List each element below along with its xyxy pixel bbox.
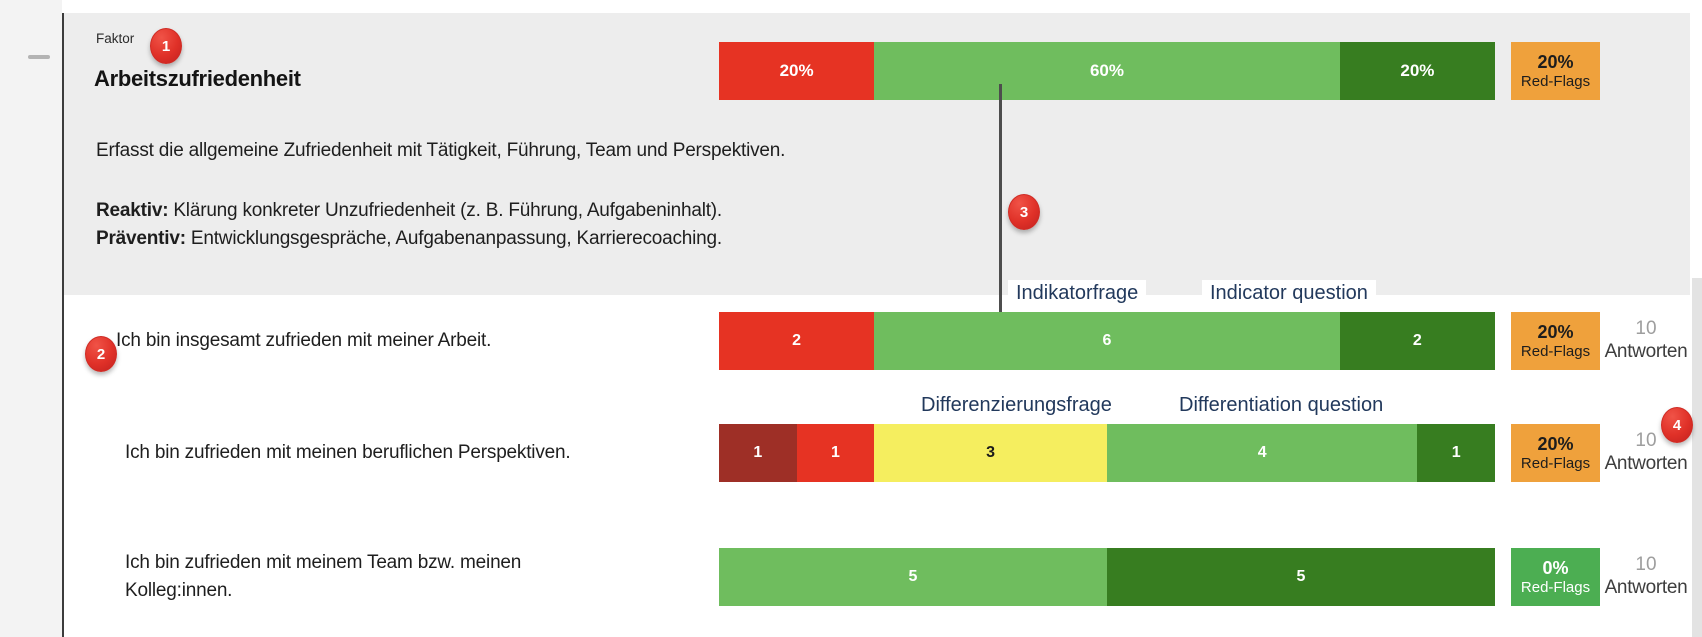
factor-reactive-line: Reaktiv: Klärung konkreter Unzufriedenhei… (96, 200, 722, 222)
redflags-label: Red-Flags (1520, 454, 1591, 472)
bar-segment-positive: 60% (874, 42, 1340, 100)
factor-description: Erfasst die allgemeine Zufriedenheit mit… (96, 140, 786, 161)
redflags-label: Red-Flags (1520, 72, 1591, 90)
reactive-label: Reaktiv: (96, 200, 169, 221)
reactive-text: Klärung konkreter Unzufriedenheit (z. B.… (173, 200, 723, 221)
bar-segment-negative: 20% (719, 42, 875, 100)
factor-title: Arbeitszufriedenheit (94, 66, 301, 91)
bar-segment-very-negative: 1 (719, 424, 797, 482)
answers-label: Antworten (1604, 577, 1688, 598)
question-1-redflags-badge: 20% Red-Flags (1511, 312, 1600, 370)
answers-count: 10 (1635, 318, 1657, 340)
scrollbar[interactable] (1692, 278, 1702, 637)
question-3-redflags-badge: 0% Red-Flags (1511, 548, 1600, 606)
factor-redflags-badge: 20% Red-Flags (1511, 42, 1600, 100)
annotation-marker-2: 2 (85, 336, 117, 372)
question-1-answers: 10 Antworten (1598, 312, 1694, 370)
factor-preventive-line: Präventiv: Entwicklungsgespräche, Aufgabe… (96, 228, 722, 250)
redflags-value: 0% (1542, 558, 1569, 579)
factor-kicker: Faktor (96, 31, 135, 46)
bar-segment-very-positive: 1 (1417, 424, 1495, 482)
factor-distribution-bar: 20% 60% 20% (719, 42, 1495, 100)
annotation-indicator-question-en: Indicator question (1202, 280, 1376, 309)
annotation-indicator-question-de: Indikatorfrage (1008, 280, 1147, 309)
annotation-marker-1: 1 (150, 28, 182, 64)
bar-segment-positive: 4 (1106, 424, 1418, 482)
preventive-label: Präventiv: (96, 228, 186, 249)
annotation-marker-3: 3 (1008, 194, 1040, 230)
bar-segment-negative: 1 (796, 424, 875, 482)
bar-segment-very-positive: 20% (1339, 42, 1495, 100)
preventive-text: Entwicklungsgespräche, Aufgabenanpassung… (190, 228, 722, 249)
question-2-redflags-badge: 20% Red-Flags (1511, 424, 1600, 482)
redflags-value: 20% (1537, 52, 1574, 73)
question-text-1: Ich bin insgesamt zufrieden mit meiner A… (116, 330, 492, 351)
annotation-vertical-line (999, 84, 1002, 323)
question-text-2: Ich bin zufrieden mit meinen beruflichen… (125, 442, 571, 463)
answers-label: Antworten (1604, 453, 1688, 474)
bar-segment-neutral: 3 (874, 424, 1107, 482)
question-3-distribution-bar: 5 5 (719, 548, 1495, 606)
annotation-differentiation-question-en: Differentiation question (1171, 392, 1392, 421)
redflags-value: 20% (1537, 322, 1574, 343)
redflags-label: Red-Flags (1520, 578, 1591, 596)
section-divider-line (62, 13, 64, 637)
annotation-marker-4: 4 (1661, 407, 1693, 443)
collapse-factor-icon[interactable] (28, 55, 50, 59)
bar-segment-positive: 5 (719, 548, 1107, 606)
answers-label: Antworten (1604, 341, 1688, 362)
answers-count: 10 (1635, 554, 1657, 576)
question-1-distribution-bar: 2 6 2 (719, 312, 1495, 370)
question-3-answers: 10 Antworten (1598, 548, 1694, 606)
bar-segment-very-positive: 2 (1339, 312, 1495, 370)
answers-count: 10 (1635, 430, 1657, 452)
question-2-answers: 10 Antworten (1598, 424, 1694, 482)
left-gutter (0, 0, 62, 637)
redflags-label: Red-Flags (1520, 342, 1591, 360)
annotation-differentiation-question-de: Differenzierungsfrage (913, 392, 1120, 421)
bar-segment-very-positive: 5 (1107, 548, 1495, 606)
bar-segment-negative: 2 (719, 312, 875, 370)
question-2-distribution-bar: 1 1 3 4 1 (719, 424, 1495, 482)
redflags-value: 20% (1537, 434, 1574, 455)
bar-segment-positive: 6 (874, 312, 1340, 370)
question-text-3: Ich bin zufrieden mit meinem Team bzw. m… (125, 552, 522, 601)
